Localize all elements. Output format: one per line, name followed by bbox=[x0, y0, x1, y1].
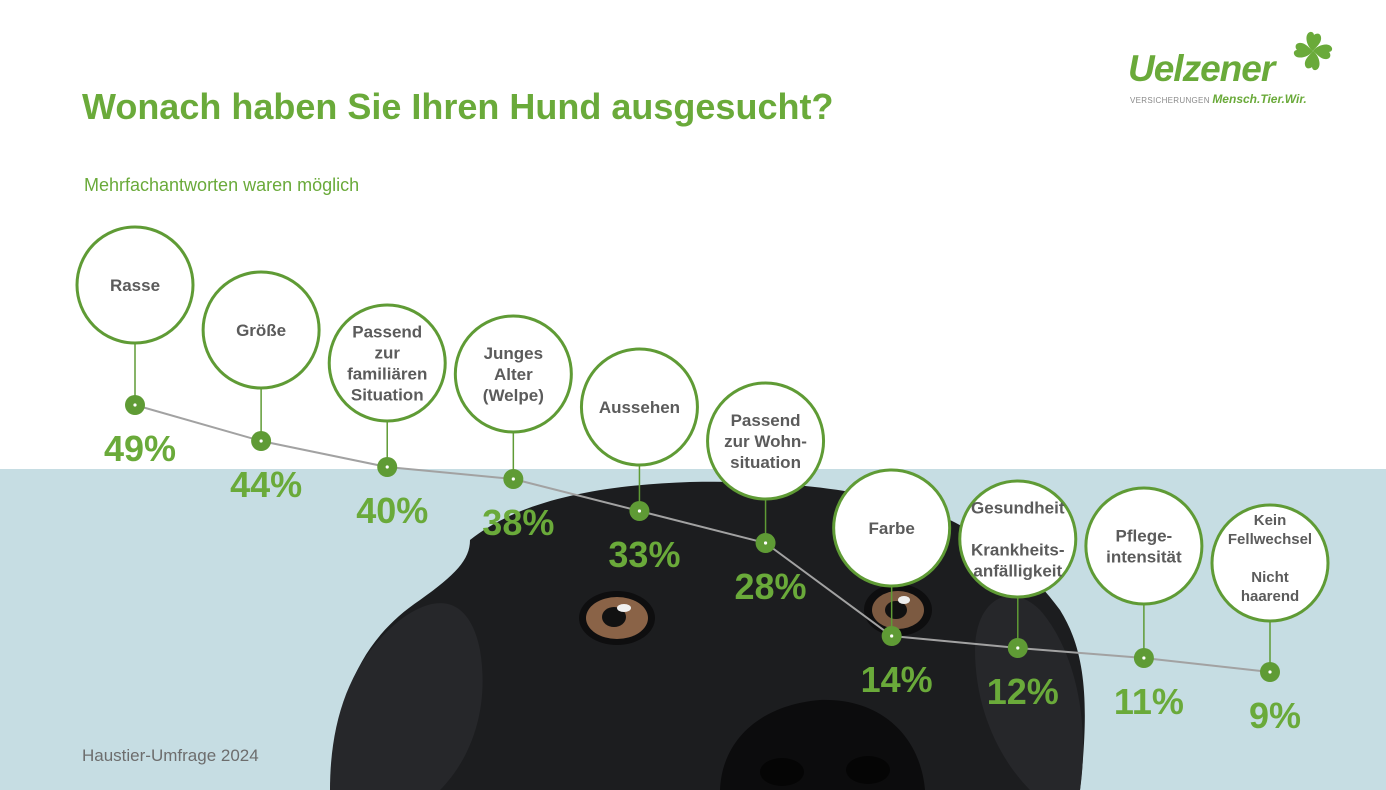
value-label-0: 49% bbox=[104, 428, 176, 469]
category-label-line: zur bbox=[374, 344, 400, 363]
category-label-line: intensität bbox=[1106, 548, 1182, 567]
label-circle-9 bbox=[1210, 503, 1330, 623]
value-label-6: 14% bbox=[861, 659, 933, 700]
label-circle-8 bbox=[1084, 486, 1204, 606]
category-label-line: situation bbox=[730, 453, 801, 472]
category-label-line: Rasse bbox=[110, 276, 160, 295]
value-label-9: 9% bbox=[1249, 695, 1301, 736]
label-circle-0 bbox=[75, 225, 195, 345]
value-label-7: 12% bbox=[987, 671, 1059, 712]
category-label-4: Aussehen bbox=[599, 398, 680, 417]
value-label-5: 28% bbox=[735, 566, 807, 607]
category-label-8: Pflege-intensität bbox=[1106, 527, 1182, 567]
category-label-line: haarend bbox=[1241, 588, 1299, 605]
category-label-line: Größe bbox=[236, 321, 286, 340]
data-point-center-9 bbox=[1268, 670, 1272, 674]
data-point-center-0 bbox=[133, 403, 137, 407]
logo-tag-text: VERSICHERUNGEN bbox=[1130, 96, 1210, 105]
page-title: Wonach haben Sie Ihren Hund ausgesucht? bbox=[82, 86, 834, 127]
category-label-line: Kein bbox=[1254, 512, 1287, 529]
category-label-9: Kein Fellwechsel Nicht haarend bbox=[1228, 512, 1312, 605]
category-label-line: Krankheits- bbox=[971, 541, 1065, 560]
value-label-1: 44% bbox=[230, 464, 302, 505]
data-point-center-7 bbox=[1016, 646, 1020, 650]
category-label-line: zur Wohn- bbox=[724, 432, 807, 451]
category-label-line: Passend bbox=[352, 323, 422, 342]
label-circle-5 bbox=[706, 381, 826, 501]
category-label-line: (Welpe) bbox=[483, 386, 544, 405]
trend-line bbox=[134, 404, 1271, 673]
category-label-line: Pflege- bbox=[1116, 527, 1173, 546]
logo-claim: Mensch.Tier.Wir. bbox=[1212, 92, 1307, 106]
label-circle-1 bbox=[201, 270, 321, 390]
category-label-line: Fellwechsel bbox=[1228, 531, 1312, 548]
category-label-line: anfälligkeit bbox=[973, 562, 1062, 581]
label-circle-6 bbox=[832, 468, 952, 588]
category-label-line: familiären bbox=[347, 365, 427, 384]
data-point-center-4 bbox=[637, 509, 642, 513]
markers-layer bbox=[125, 395, 1280, 682]
category-label-line: Alter bbox=[494, 365, 533, 384]
value-label-4: 33% bbox=[608, 534, 680, 575]
value-label-8: 11% bbox=[1114, 681, 1184, 722]
logo-wordmark: Uelzener bbox=[1128, 48, 1275, 89]
category-label-5: Passend zur Wohn-situation bbox=[724, 411, 807, 472]
data-point-center-8 bbox=[1142, 656, 1146, 660]
value-labels-layer: 49% 44% 40% 38% 33% 28% 14% 12% 11% 9% bbox=[104, 428, 1301, 736]
category-label-line: Passend bbox=[731, 411, 801, 430]
category-label-3: Junges Alter (Welpe) bbox=[483, 344, 544, 405]
data-point-center-5 bbox=[763, 541, 768, 545]
category-label-line: Junges bbox=[484, 344, 544, 363]
category-label-6: Farbe bbox=[869, 519, 915, 538]
label-circle-3 bbox=[453, 314, 573, 434]
data-point-center-6 bbox=[890, 634, 894, 638]
category-label-line: Situation bbox=[351, 386, 424, 405]
category-label-line: Nicht bbox=[1251, 569, 1289, 586]
page-subtitle: Mehrfachantworten waren möglich bbox=[84, 175, 360, 195]
data-point-center-1 bbox=[259, 439, 263, 443]
footer-source: Haustier-Umfrage 2024 bbox=[82, 746, 259, 765]
category-label-line: Aussehen bbox=[599, 398, 680, 417]
brand-logo: Uelzener VERSICHERUNGEN Mensch.Tier.Wir. bbox=[1126, 28, 1341, 110]
label-circle-4 bbox=[579, 347, 699, 467]
category-label-1: Größe bbox=[236, 321, 286, 340]
label-circle-7 bbox=[958, 479, 1078, 599]
value-label-3: 38% bbox=[482, 502, 554, 543]
category-label-7: Gesundheit Krankheits-anfälligkeit bbox=[971, 499, 1065, 581]
dog-left-eye bbox=[579, 591, 655, 645]
dog-right-eye bbox=[864, 584, 932, 636]
data-point-center-2 bbox=[385, 465, 389, 469]
dog-nose bbox=[720, 699, 925, 790]
label-circle-2 bbox=[327, 303, 447, 423]
logo-tagline: VERSICHERUNGEN Mensch.Tier.Wir. bbox=[1130, 92, 1307, 106]
category-label-line: Gesundheit bbox=[971, 499, 1065, 518]
clover-icon bbox=[1293, 31, 1333, 71]
value-label-2: 40% bbox=[356, 490, 428, 531]
category-label-0: Rasse bbox=[110, 276, 160, 295]
data-point-center-3 bbox=[511, 477, 515, 481]
category-label-2: Passend zur familiären Situation bbox=[347, 323, 427, 405]
category-label-line: Farbe bbox=[869, 519, 915, 538]
label-circles-layer: Rasse Größe Passend zur familiären Situation J… bbox=[75, 225, 1330, 623]
